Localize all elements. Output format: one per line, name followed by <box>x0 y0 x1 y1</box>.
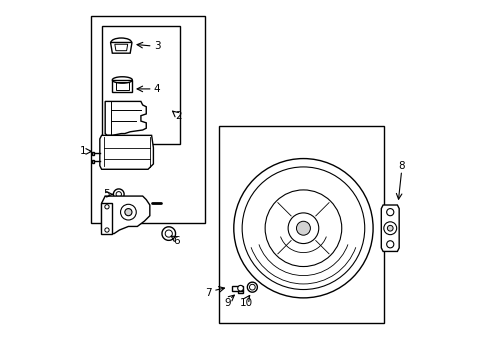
Circle shape <box>121 204 136 220</box>
Polygon shape <box>101 203 112 234</box>
Circle shape <box>296 221 310 235</box>
Text: 5: 5 <box>103 189 109 199</box>
Bar <box>91 16 205 223</box>
Text: 1: 1 <box>80 147 86 157</box>
Polygon shape <box>116 82 128 90</box>
Bar <box>91 160 94 163</box>
Polygon shape <box>115 44 127 51</box>
Bar <box>219 126 383 323</box>
Circle shape <box>242 167 364 289</box>
Circle shape <box>386 241 393 248</box>
Circle shape <box>287 213 318 244</box>
Bar <box>91 152 94 155</box>
Polygon shape <box>102 196 149 234</box>
Bar <box>102 26 180 144</box>
Circle shape <box>264 190 341 266</box>
Text: 3: 3 <box>153 41 160 51</box>
Bar <box>231 287 242 291</box>
Circle shape <box>124 208 132 216</box>
Circle shape <box>386 208 393 216</box>
Bar <box>238 291 242 293</box>
Text: 2: 2 <box>175 111 182 121</box>
Circle shape <box>104 228 109 232</box>
Circle shape <box>104 204 109 209</box>
Circle shape <box>233 158 372 298</box>
Polygon shape <box>100 135 153 169</box>
Text: 4: 4 <box>153 84 160 94</box>
Circle shape <box>237 285 243 291</box>
Text: 6: 6 <box>173 236 180 246</box>
Polygon shape <box>381 205 398 251</box>
Circle shape <box>386 225 392 231</box>
Text: 7: 7 <box>204 288 211 297</box>
Text: 8: 8 <box>398 161 404 171</box>
Polygon shape <box>105 102 146 135</box>
Text: 9: 9 <box>224 298 230 308</box>
Text: 10: 10 <box>239 298 252 308</box>
Polygon shape <box>112 80 132 92</box>
Circle shape <box>383 222 396 235</box>
Polygon shape <box>110 42 132 53</box>
